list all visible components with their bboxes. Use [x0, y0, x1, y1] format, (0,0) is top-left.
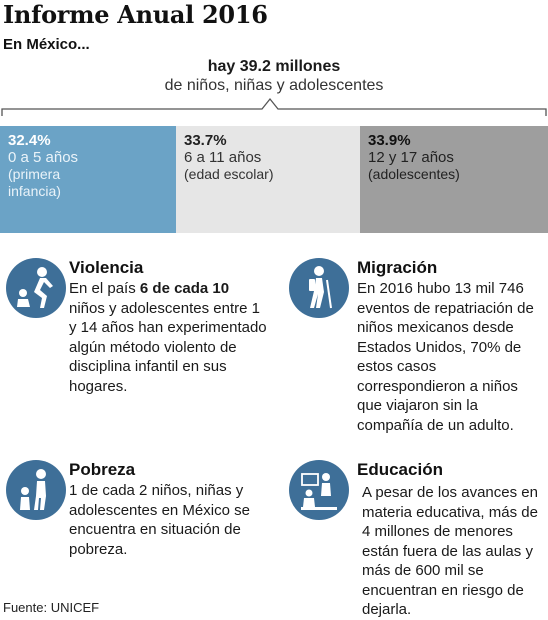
segment-percent: 32.4%	[8, 132, 168, 149]
total-bracket	[0, 96, 548, 118]
age-segment-0-5: 32.4% 0 a 5 años (primera infancia)	[0, 126, 176, 233]
poverty-family-icon	[6, 460, 66, 520]
section-body-migracion: En 2016 hubo 13 mil 746 eventos de repat…	[357, 279, 547, 435]
violence-icon	[6, 258, 66, 318]
section-body-educacion: A pesar de los avances en materia educat…	[362, 483, 548, 620]
page-subtitle: En México...	[3, 36, 90, 53]
section-body-pobreza: 1 de cada 2 niños, niñas y adolescentes …	[69, 481, 259, 559]
segment-percent: 33.9%	[368, 132, 540, 149]
age-segment-12-17: 33.9% 12 y 17 años (adolescentes)	[360, 126, 548, 233]
total-population: hay 39.2 millones de niños, niñas y adol…	[0, 58, 548, 95]
segment-percent: 33.7%	[184, 132, 352, 149]
total-caption: de niños, niñas y adolescentes	[0, 77, 548, 95]
section-title-pobreza: Pobreza	[69, 460, 135, 480]
age-segment-6-11: 33.7% 6 a 11 años (edad escolar)	[176, 126, 360, 233]
section-title-educacion: Educación	[357, 460, 443, 480]
segment-note: (edad escolar)	[184, 166, 352, 183]
violencia-text-post: niños y adolescentes entre 1 y 14 años h…	[69, 300, 267, 395]
violencia-text-pre: En el país	[69, 280, 140, 297]
segment-range: 12 y 17 años	[368, 149, 540, 166]
page-title: Informe Anual 2016	[3, 0, 268, 29]
segment-note: (adolescentes)	[368, 166, 540, 183]
segment-note: infancia)	[8, 183, 168, 200]
migration-hiker-icon	[289, 258, 349, 318]
segment-note: (primera	[8, 166, 168, 183]
violencia-highlight: 6 de cada 10	[140, 280, 229, 297]
segment-range: 6 a 11 años	[184, 149, 352, 166]
education-classroom-icon	[289, 460, 349, 520]
total-value: hay 39.2 millones	[0, 58, 548, 76]
section-title-violencia: Violencia	[69, 258, 143, 278]
section-title-migracion: Migración	[357, 258, 437, 278]
section-body-violencia: En el país 6 de cada 10 niños y adolesce…	[69, 279, 269, 396]
segment-range: 0 a 5 años	[8, 149, 168, 166]
source-footer: Fuente: UNICEF	[3, 600, 99, 615]
